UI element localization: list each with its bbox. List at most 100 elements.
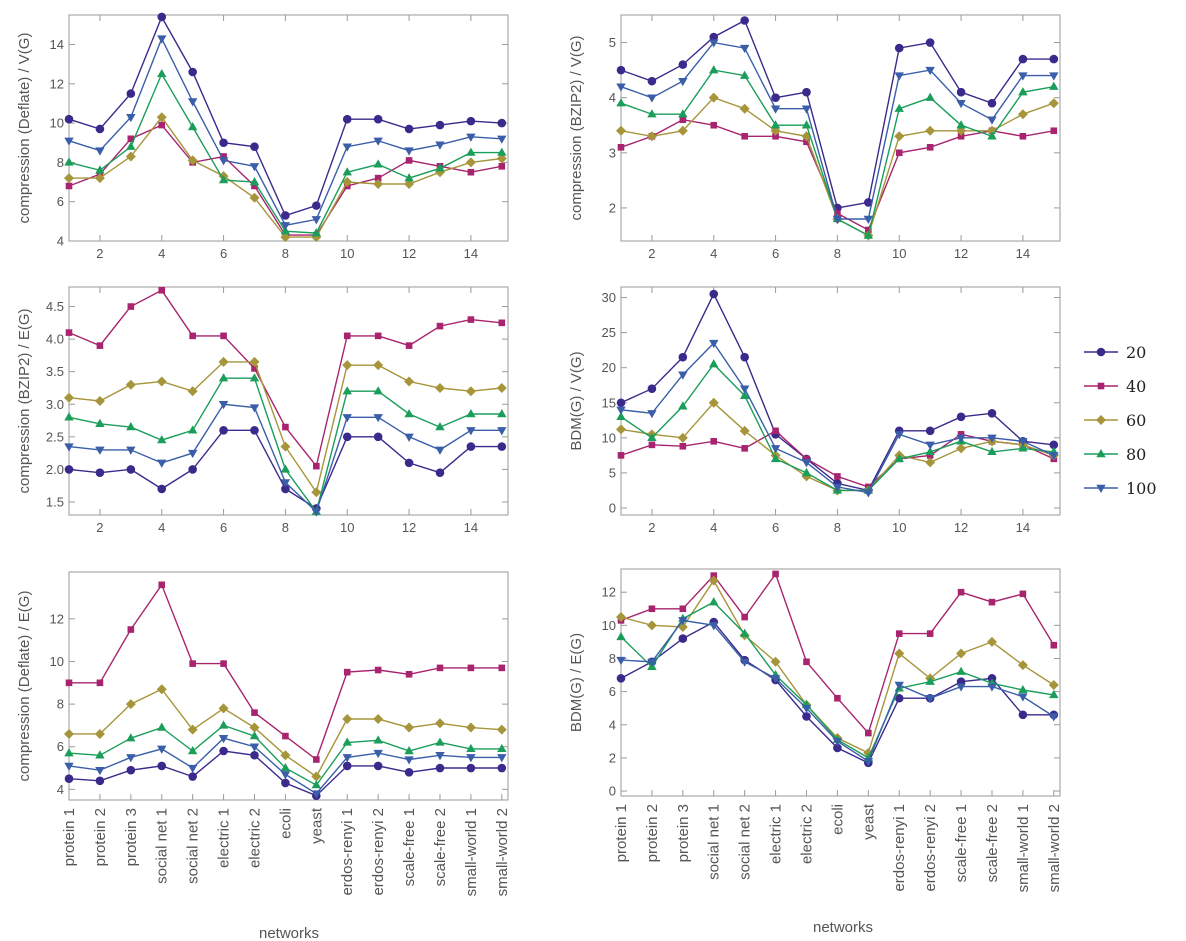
data-point-80 [497,743,507,753]
data-point-40 [127,626,135,633]
data-point-100 [678,617,688,626]
data-point-100 [157,35,167,44]
data-point-40 [772,427,779,435]
series-line-100 [68,36,502,227]
data-point-60 [465,722,476,733]
data-point-40 [617,143,625,151]
x-tick-label: 12 [954,520,968,535]
data-point-20 [616,674,626,683]
data-point-60 [125,379,136,390]
data-point-100 [801,459,812,468]
data-point-100 [342,143,352,152]
data-point-40 [957,132,965,140]
x-tick-label: 8 [282,246,289,261]
data-point-60 [125,699,136,710]
data-point-80 [709,597,719,606]
series-100 [64,735,507,799]
data-point-80 [497,409,507,418]
data-point-40 [220,332,227,340]
x-category-label: ecoli [277,808,294,839]
series-100 [616,617,1059,767]
data-point-40 [865,729,872,737]
series-100 [616,39,1059,224]
data-point-20 [925,38,935,47]
data-point-60 [894,131,905,142]
data-point-20 [188,772,197,781]
data-point-100 [373,749,383,759]
data-point-20 [157,484,167,494]
legend-marker-80 [1096,449,1106,458]
data-point-20 [250,426,259,435]
data-point-80 [466,743,476,753]
data-point-20 [219,138,228,148]
data-point-100 [95,446,105,455]
data-point-20 [1018,54,1028,64]
data-point-40 [282,423,289,431]
data-point-80 [497,147,507,156]
data-point-100 [95,147,105,156]
x-category-label: electric 1 [768,804,785,864]
data-point-40 [1019,590,1027,598]
data-point-40 [405,342,413,349]
x-tick-label: 14 [464,520,478,535]
y-tick-label: 4.5 [46,299,64,314]
data-point-20 [250,750,259,760]
y-tick-label: 0 [609,784,616,799]
legend-marker-100 [1096,484,1106,493]
plot-frame [68,14,509,242]
data-point-100 [435,752,445,761]
data-point-60 [1017,660,1028,671]
data-point-60 [373,179,384,190]
x-tick-label: 12 [402,520,416,535]
data-point-60 [404,722,415,733]
data-point-60 [187,155,198,166]
data-point-20 [95,124,105,134]
y-tick-label: 6 [609,684,616,699]
chart-deflate-e: 4 6 8 10 12 protein 1 protein 2 protein 3 social… [16,571,511,896]
data-point-60 [434,382,445,393]
data-point-80 [404,409,414,418]
data-point-80 [987,446,997,456]
data-point-40 [772,132,779,140]
data-point-60 [249,192,260,203]
series-line-100 [620,341,1055,494]
x-tick-label: 4 [158,520,165,535]
data-point-80 [342,167,352,176]
series-40 [65,121,506,239]
data-point-60 [1048,98,1059,109]
data-point-20 [373,432,383,442]
data-point-100 [466,754,476,763]
data-point-100 [709,622,719,631]
series-20 [64,12,507,220]
data-point-100 [863,215,874,224]
x-tick-label: 2 [96,520,103,535]
data-point-20 [987,98,997,108]
data-point-60 [249,722,260,733]
data-point-20 [497,763,507,773]
data-point-40 [895,630,903,637]
y-tick-label: 2.5 [46,429,64,444]
data-point-80 [249,731,260,740]
legend-marker-shape-20 [1096,347,1106,357]
data-point-60 [616,424,626,435]
legend-label-20: 20 [1126,343,1146,362]
data-point-40 [251,709,258,716]
y-tick-label: 8 [609,651,616,666]
data-point-80 [126,141,136,150]
data-point-60 [280,232,291,243]
series-40 [65,581,506,763]
legend-marker-shape-80 [1096,449,1106,458]
data-point-100 [801,105,812,114]
x-category-label: yeast [860,803,877,840]
data-point-60 [894,648,905,659]
x-category-label: erdos-renyi 1 [339,808,356,896]
legend-marker-shape-60 [1096,415,1106,425]
data-point-100 [404,756,414,765]
data-point-80 [863,230,874,239]
data-point-20 [894,693,904,703]
data-point-40 [895,149,903,157]
x-category-label: scale-free 1 [401,808,418,886]
data-point-20 [864,198,873,207]
data-point-20 [616,65,626,75]
